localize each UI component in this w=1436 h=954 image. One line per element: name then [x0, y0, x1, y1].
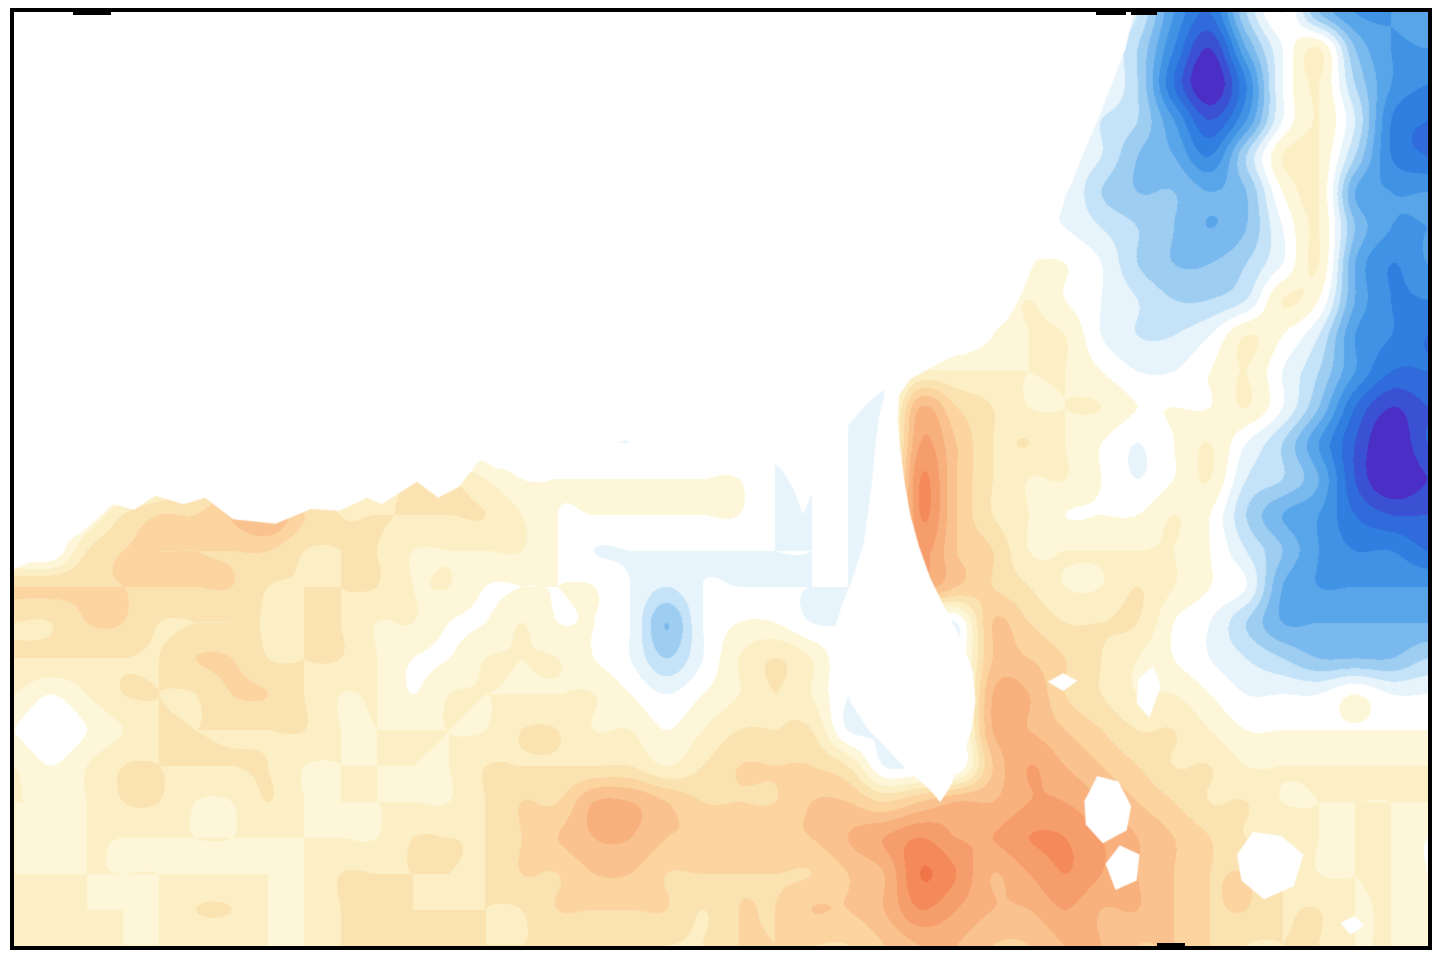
map-edge-tick — [1157, 943, 1185, 950]
map-frame — [10, 8, 1432, 950]
contour-map-canvas — [14, 12, 1428, 946]
map-edge-tick — [1096, 8, 1126, 15]
map-edge-tick — [73, 8, 111, 15]
map-edge-tick — [1131, 8, 1157, 15]
